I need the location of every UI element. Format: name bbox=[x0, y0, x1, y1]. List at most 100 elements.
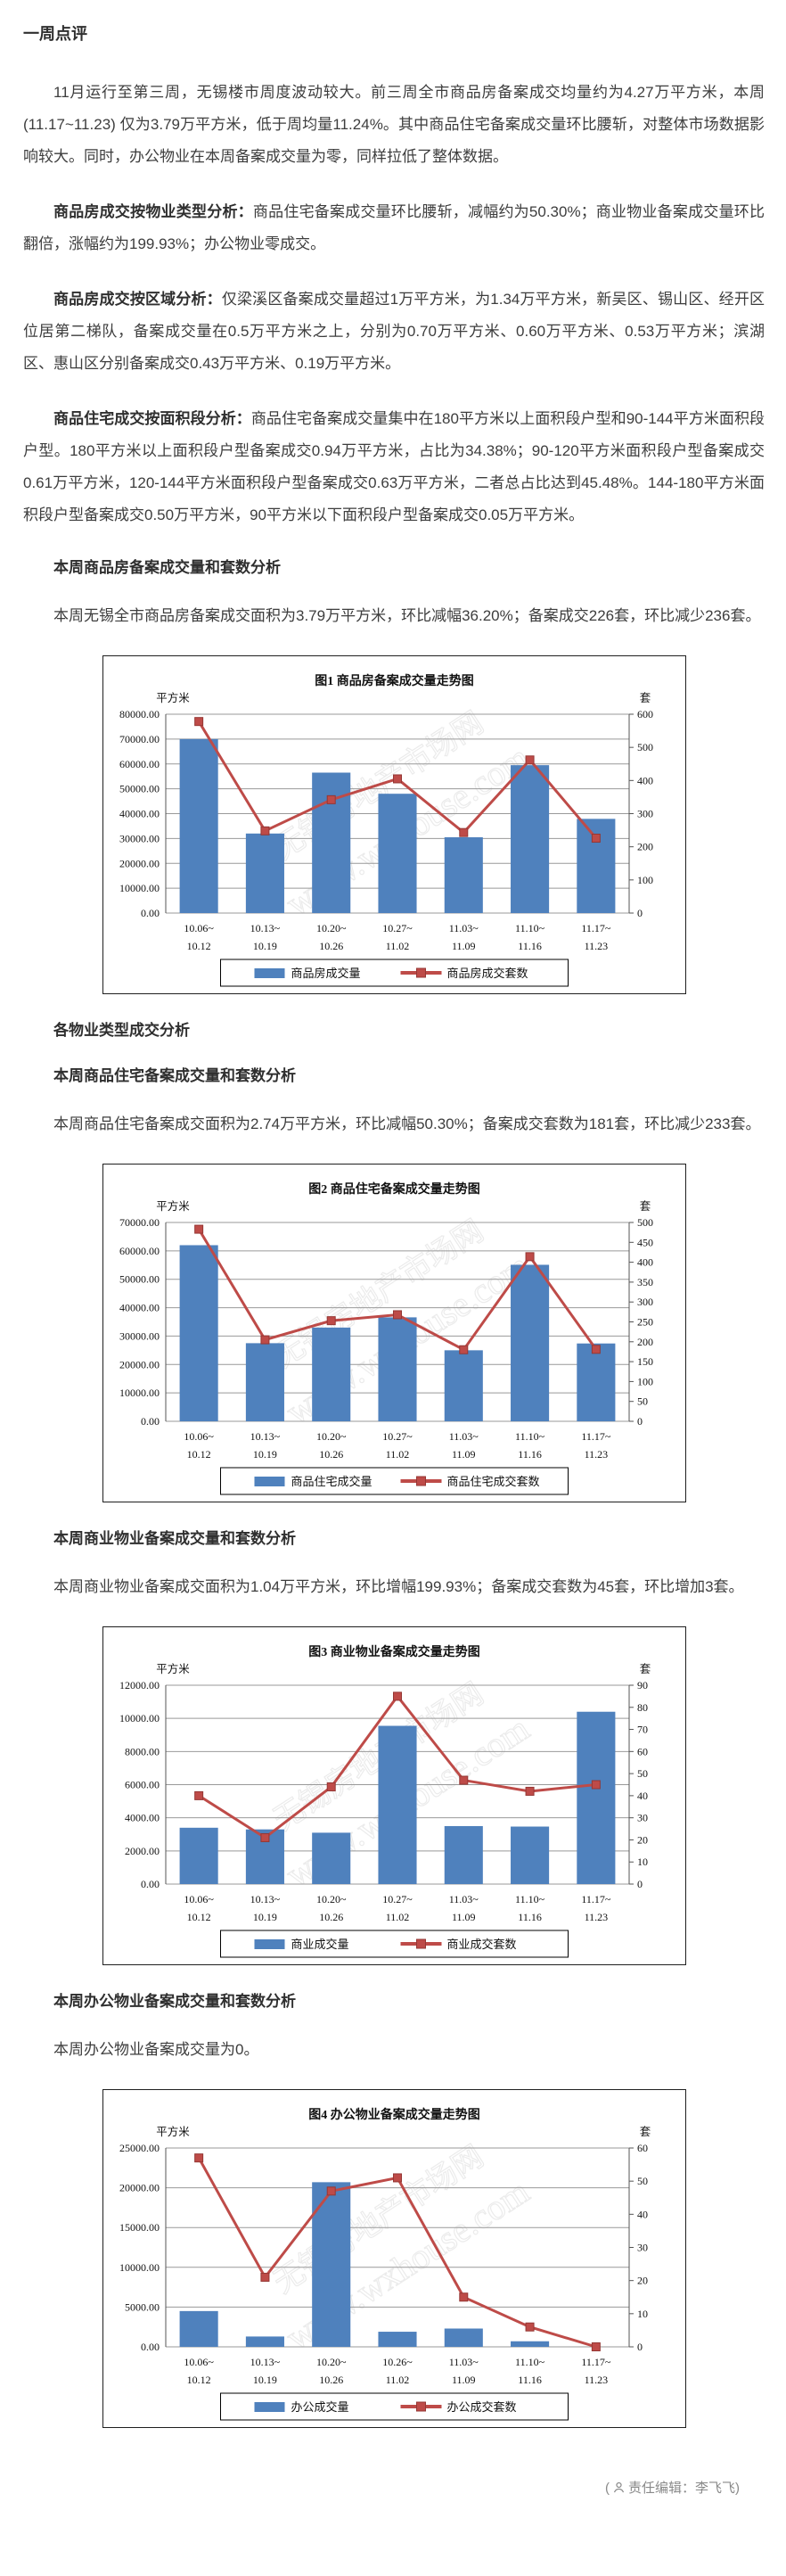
section-paragraph-residential: 本周商品住宅备案成交面积为2.74万平方米，环比减幅50.30%；备案成交套数为… bbox=[53, 1115, 761, 1132]
svg-text:10.19: 10.19 bbox=[252, 2374, 276, 2386]
analysis-lead: 商品房成交按物业类型分析： bbox=[53, 203, 253, 220]
section-heading-office: 本周办公物业备案成交量和套数分析 bbox=[53, 1993, 296, 2010]
svg-text:10000.00: 10000.00 bbox=[119, 1712, 160, 1724]
svg-text:11.17~: 11.17~ bbox=[581, 2356, 611, 2368]
svg-text:办公成交量: 办公成交量 bbox=[291, 2400, 348, 2414]
intro-paragraph: 11月运行至第三周，无锡楼市周度波动较大。前三周全市商品房备案成交均量约为4.2… bbox=[23, 84, 765, 165]
svg-text:150: 150 bbox=[637, 1355, 653, 1368]
svg-text:10.13~: 10.13~ bbox=[250, 922, 280, 934]
svg-text:10.19: 10.19 bbox=[252, 1448, 276, 1461]
svg-text:10: 10 bbox=[637, 1856, 648, 1868]
svg-text:11.02: 11.02 bbox=[385, 1911, 409, 1923]
svg-text:10: 10 bbox=[637, 2308, 648, 2320]
svg-text:10.20~: 10.20~ bbox=[315, 922, 346, 934]
svg-text:30: 30 bbox=[637, 2242, 648, 2254]
svg-text:70000.00: 70000.00 bbox=[119, 1216, 160, 1229]
svg-text:11.23: 11.23 bbox=[584, 2374, 608, 2386]
svg-text:250: 250 bbox=[637, 1316, 653, 1329]
editor-label: 责任编辑：李飞飞 bbox=[627, 2481, 735, 2496]
bar-line-chart-figure-1: 无锡房地产市场网 www.wxhouse.com0.0010000.002000… bbox=[103, 656, 685, 993]
svg-text:10.19: 10.19 bbox=[252, 1911, 276, 1923]
svg-text:80000.00: 80000.00 bbox=[119, 708, 160, 720]
svg-text:300: 300 bbox=[637, 1296, 653, 1308]
svg-text:11.17~: 11.17~ bbox=[581, 1430, 611, 1443]
analysis-lead: 商品住宅成交按面积段分析： bbox=[53, 410, 251, 427]
svg-text:11.03~: 11.03~ bbox=[448, 922, 479, 934]
svg-text:办公成交套数: 办公成交套数 bbox=[446, 2400, 516, 2414]
chart-svg: 无锡房地产市场网 www.wxhouse.com0.0010000.002000… bbox=[119, 1181, 653, 1495]
svg-text:10.13~: 10.13~ bbox=[250, 1893, 280, 1905]
svg-text:平方米: 平方米 bbox=[156, 1662, 190, 1675]
svg-text:11.03~: 11.03~ bbox=[448, 1430, 479, 1443]
svg-text:10.12: 10.12 bbox=[186, 2374, 210, 2386]
svg-text:图2 商品住宅备案成交量走势图: 图2 商品住宅备案成交量走势图 bbox=[308, 1181, 480, 1197]
svg-text:11.16: 11.16 bbox=[518, 2374, 542, 2386]
svg-text:0.00: 0.00 bbox=[141, 1878, 160, 1890]
svg-text:15000.00: 15000.00 bbox=[119, 2221, 160, 2234]
svg-text:600: 600 bbox=[637, 708, 653, 720]
svg-text:30000.00: 30000.00 bbox=[119, 1329, 160, 1342]
svg-text:0: 0 bbox=[637, 1878, 643, 1890]
svg-text:350: 350 bbox=[637, 1276, 653, 1288]
svg-text:11.03~: 11.03~ bbox=[448, 2356, 479, 2368]
svg-text:0: 0 bbox=[637, 2341, 643, 2353]
analysis-paragraph-property-type: 商品房成交按物业类型分析：商品住宅备案成交量环比腰斩，减幅约为50.30%；商业… bbox=[23, 196, 765, 260]
svg-text:10.26: 10.26 bbox=[319, 1911, 343, 1923]
svg-text:商品住宅成交量: 商品住宅成交量 bbox=[291, 1475, 372, 1488]
svg-text:10.26: 10.26 bbox=[319, 940, 343, 952]
svg-text:11.23: 11.23 bbox=[584, 1911, 608, 1923]
analysis-text: 仅梁溪区备案成交量超过1万平方米，为1.34万平方米，新吴区、锡山区、经开区位居… bbox=[23, 291, 765, 372]
section-paragraph-commercial: 本周商业物业备案成交面积为1.04万平方米，环比增幅199.93%；备案成交套数… bbox=[53, 1578, 744, 1595]
svg-text:10.20~: 10.20~ bbox=[315, 1893, 346, 1905]
svg-text:200: 200 bbox=[637, 1336, 653, 1348]
svg-text:50: 50 bbox=[637, 1395, 648, 1408]
svg-text:11.09: 11.09 bbox=[452, 940, 476, 952]
svg-text:11.16: 11.16 bbox=[518, 1448, 542, 1461]
svg-text:50000.00: 50000.00 bbox=[119, 783, 160, 795]
svg-text:11.10~: 11.10~ bbox=[515, 2356, 545, 2368]
svg-text:20000.00: 20000.00 bbox=[119, 857, 160, 869]
editor-person-icon bbox=[613, 2481, 625, 2493]
analysis-paragraph-district: 商品房成交按区域分析：仅梁溪区备案成交量超过1万平方米，为1.34万平方米，新吴… bbox=[23, 284, 765, 380]
svg-text:500: 500 bbox=[637, 741, 653, 753]
svg-text:11.02: 11.02 bbox=[385, 1448, 409, 1461]
svg-text:30000.00: 30000.00 bbox=[119, 832, 160, 844]
chart-commercial: 无锡房地产市场网 www.wxhouse.com0.002000.004000.… bbox=[102, 1626, 686, 1965]
svg-text:11.17~: 11.17~ bbox=[581, 1893, 611, 1905]
svg-text:10000.00: 10000.00 bbox=[119, 2261, 160, 2274]
svg-text:10.06~: 10.06~ bbox=[184, 1430, 214, 1443]
svg-text:11.16: 11.16 bbox=[518, 940, 542, 952]
svg-text:10.06~: 10.06~ bbox=[184, 1893, 214, 1905]
svg-text:450: 450 bbox=[637, 1236, 653, 1248]
svg-text:10.12: 10.12 bbox=[186, 940, 210, 952]
svg-text:11.23: 11.23 bbox=[584, 1448, 608, 1461]
svg-text:40000.00: 40000.00 bbox=[119, 808, 160, 820]
svg-text:90: 90 bbox=[637, 1679, 648, 1691]
svg-text:0: 0 bbox=[637, 907, 643, 919]
section-heading-property-types: 各物业类型成交分析 bbox=[53, 1022, 190, 1039]
svg-text:11.10~: 11.10~ bbox=[515, 922, 545, 934]
svg-text:10.12: 10.12 bbox=[186, 1911, 210, 1923]
svg-text:商品房成交套数: 商品房成交套数 bbox=[446, 967, 528, 980]
svg-text:20: 20 bbox=[637, 2275, 648, 2287]
svg-text:0.00: 0.00 bbox=[141, 907, 160, 919]
svg-text:80: 80 bbox=[637, 1701, 648, 1714]
svg-text:图4 办公物业备案成交量走势图: 图4 办公物业备案成交量走势图 bbox=[308, 2107, 480, 2122]
svg-text:平方米: 平方米 bbox=[156, 1199, 190, 1213]
svg-text:4000.00: 4000.00 bbox=[125, 1812, 160, 1824]
svg-text:11.03~: 11.03~ bbox=[448, 1893, 479, 1905]
svg-text:12000.00: 12000.00 bbox=[119, 1679, 160, 1691]
svg-text:10.13~: 10.13~ bbox=[250, 1430, 280, 1443]
svg-text:60: 60 bbox=[637, 1745, 648, 1757]
svg-text:10.26: 10.26 bbox=[319, 1448, 343, 1461]
svg-text:40: 40 bbox=[637, 2208, 648, 2220]
svg-text:60000.00: 60000.00 bbox=[119, 758, 160, 770]
svg-text:70: 70 bbox=[637, 1724, 648, 1736]
analysis-paragraph-area-segment: 商品住宅成交按面积段分析：商品住宅备案成交量集中在180平方米以上面积段户型和9… bbox=[23, 403, 765, 531]
chart-svg: 无锡房地产市场网 www.wxhouse.com0.005000.0010000… bbox=[119, 2107, 651, 2421]
svg-text:商业成交量: 商业成交量 bbox=[291, 1938, 348, 1951]
svg-text:11.09: 11.09 bbox=[452, 2374, 476, 2386]
bar-line-chart-figure-2: 无锡房地产市场网 www.wxhouse.com0.0010000.002000… bbox=[103, 1165, 685, 1502]
